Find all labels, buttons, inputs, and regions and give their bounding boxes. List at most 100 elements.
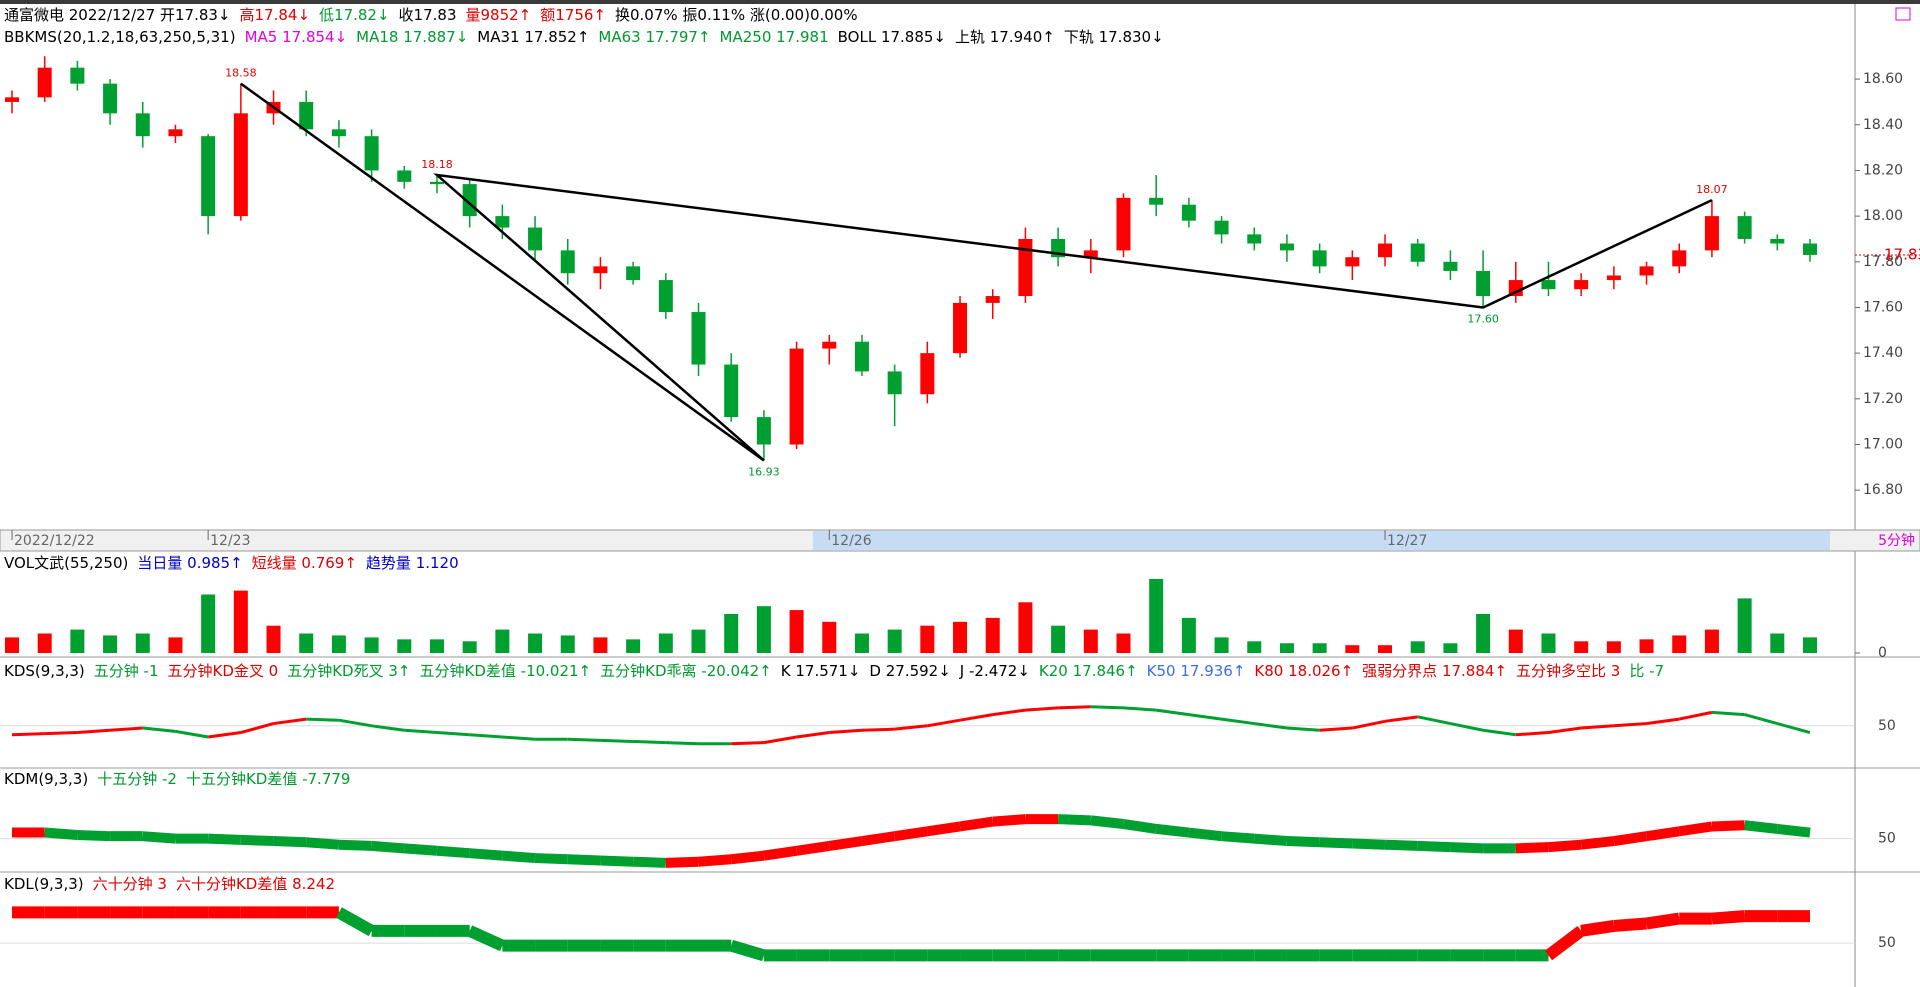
indicator-segment — [1544, 926, 1585, 961]
indicator-segment — [175, 729, 209, 739]
candle-body — [397, 170, 412, 182]
corner-box — [1895, 7, 1911, 21]
volume-bar — [593, 637, 608, 653]
legend-text: 五分钟KD金叉 0 — [167, 662, 279, 680]
legend-text: J -2.472↓ — [959, 662, 1030, 680]
volume-bar — [5, 637, 19, 653]
legend-text: 十五分钟KD差值 -7.779 — [185, 770, 351, 788]
indicator-segment — [1155, 708, 1190, 717]
indicator-segment — [1645, 912, 1681, 930]
indicator-segment — [1580, 836, 1615, 850]
volume-bar — [887, 629, 902, 653]
candle-body — [1737, 216, 1752, 239]
indicator-segment — [633, 739, 666, 745]
indicator-segment — [992, 708, 1026, 717]
indicator-segment — [1613, 917, 1647, 932]
candle-body — [1083, 250, 1098, 258]
indicator-segment — [567, 854, 601, 866]
indicator-segment — [142, 831, 176, 844]
candle-body — [1443, 261, 1458, 271]
indicator-segment — [338, 718, 372, 728]
indicator-segment — [306, 717, 339, 722]
indicator-segment — [273, 717, 307, 726]
indicator-segment — [1188, 827, 1223, 842]
volume-bar — [1737, 598, 1752, 653]
volume-bar — [1672, 635, 1687, 653]
volume-bar — [1181, 617, 1196, 653]
indicator-segment — [665, 741, 699, 746]
volume-bar — [1508, 629, 1523, 653]
volume-bar — [201, 594, 216, 653]
volume-bar — [299, 633, 314, 653]
y-tick-label: 18.20 — [1863, 162, 1903, 178]
volume-bar — [135, 633, 150, 653]
indicator-segment — [698, 854, 732, 867]
volume-bar — [168, 637, 183, 653]
candle-body — [528, 227, 543, 251]
zigzag-line — [240, 82, 1713, 462]
indicator-segment — [959, 816, 994, 832]
volume-bar — [920, 625, 935, 653]
volume-bar — [1312, 643, 1327, 653]
indicator-segment — [763, 845, 798, 861]
candle-body — [1149, 197, 1164, 205]
indicator-segment — [1450, 842, 1484, 854]
indicator-segment — [959, 713, 993, 722]
indicator-segment — [894, 724, 928, 731]
extreme-label: 17.60 — [1467, 312, 1499, 325]
candle-body — [1770, 238, 1785, 244]
indicator-segment — [665, 856, 699, 868]
volume-bar — [1541, 633, 1556, 653]
volume-bar — [1051, 625, 1066, 653]
volume-bar — [233, 590, 248, 653]
y-tick-label: 16.80 — [1863, 482, 1903, 498]
indicator-segment — [11, 732, 45, 737]
legend-text: KDL(9,3,3) — [4, 875, 84, 893]
last-price-label: 17.83 — [1884, 245, 1920, 263]
volume-bar — [953, 621, 968, 653]
y-tick-label: 17.20 — [1863, 391, 1903, 407]
y-tick-label: 17.40 — [1863, 345, 1903, 361]
y-tick-label: 18.40 — [1863, 117, 1903, 133]
indicator-segment — [1581, 724, 1614, 730]
legend-text: 五分钟KD死叉 3↑ — [287, 662, 411, 680]
volume-bar — [1574, 641, 1589, 653]
volume-bar — [822, 621, 837, 653]
panel-legend: KDL(9,3,3) 六十分钟 3 六十分钟KD差值 8.242 — [4, 875, 335, 893]
candle-body — [985, 296, 1000, 303]
volume-bar — [1116, 633, 1131, 653]
volume-bar — [789, 610, 804, 653]
y-tick-label: 50 — [1878, 831, 1896, 847]
volume-bar — [1247, 641, 1262, 653]
legend-text: MA31 17.852↑ — [477, 28, 590, 46]
candle-body — [1116, 197, 1131, 251]
candle-body — [103, 83, 118, 114]
indicator-segment — [1711, 910, 1746, 925]
indicator-segment — [207, 731, 242, 739]
legend-text: K 17.571↓ — [780, 662, 861, 680]
indicator-segment — [1450, 722, 1484, 732]
legend-text: 趋势量 1.120 — [365, 554, 459, 572]
candle-body — [1574, 280, 1589, 290]
candle-body — [626, 266, 641, 281]
indicator-segment — [1384, 839, 1418, 851]
candle-body — [168, 129, 183, 137]
indicator-segment — [371, 840, 405, 854]
legend-text: 低17.82↓ — [319, 6, 390, 24]
top-bar — [0, 0, 1920, 4]
indicator-segment — [1221, 831, 1255, 844]
legend-text: BBKMS(20,1.2,18,63,250,5,31) — [4, 28, 236, 46]
y-tick-label: 17.60 — [1863, 299, 1903, 315]
candle-body — [1247, 234, 1262, 244]
candle-body — [789, 348, 804, 445]
session-highlight — [812, 531, 1830, 550]
candle-body — [1672, 250, 1687, 267]
legend-text: 比 -7 — [1629, 662, 1665, 680]
indicator-segment — [1613, 831, 1648, 846]
indicator-segment — [240, 722, 274, 734]
indicator-segment — [77, 829, 111, 842]
indicator-segment — [1319, 837, 1353, 849]
indicator-segment — [893, 826, 929, 842]
indicator-segment — [1711, 710, 1745, 717]
indicator-segment — [305, 837, 340, 850]
